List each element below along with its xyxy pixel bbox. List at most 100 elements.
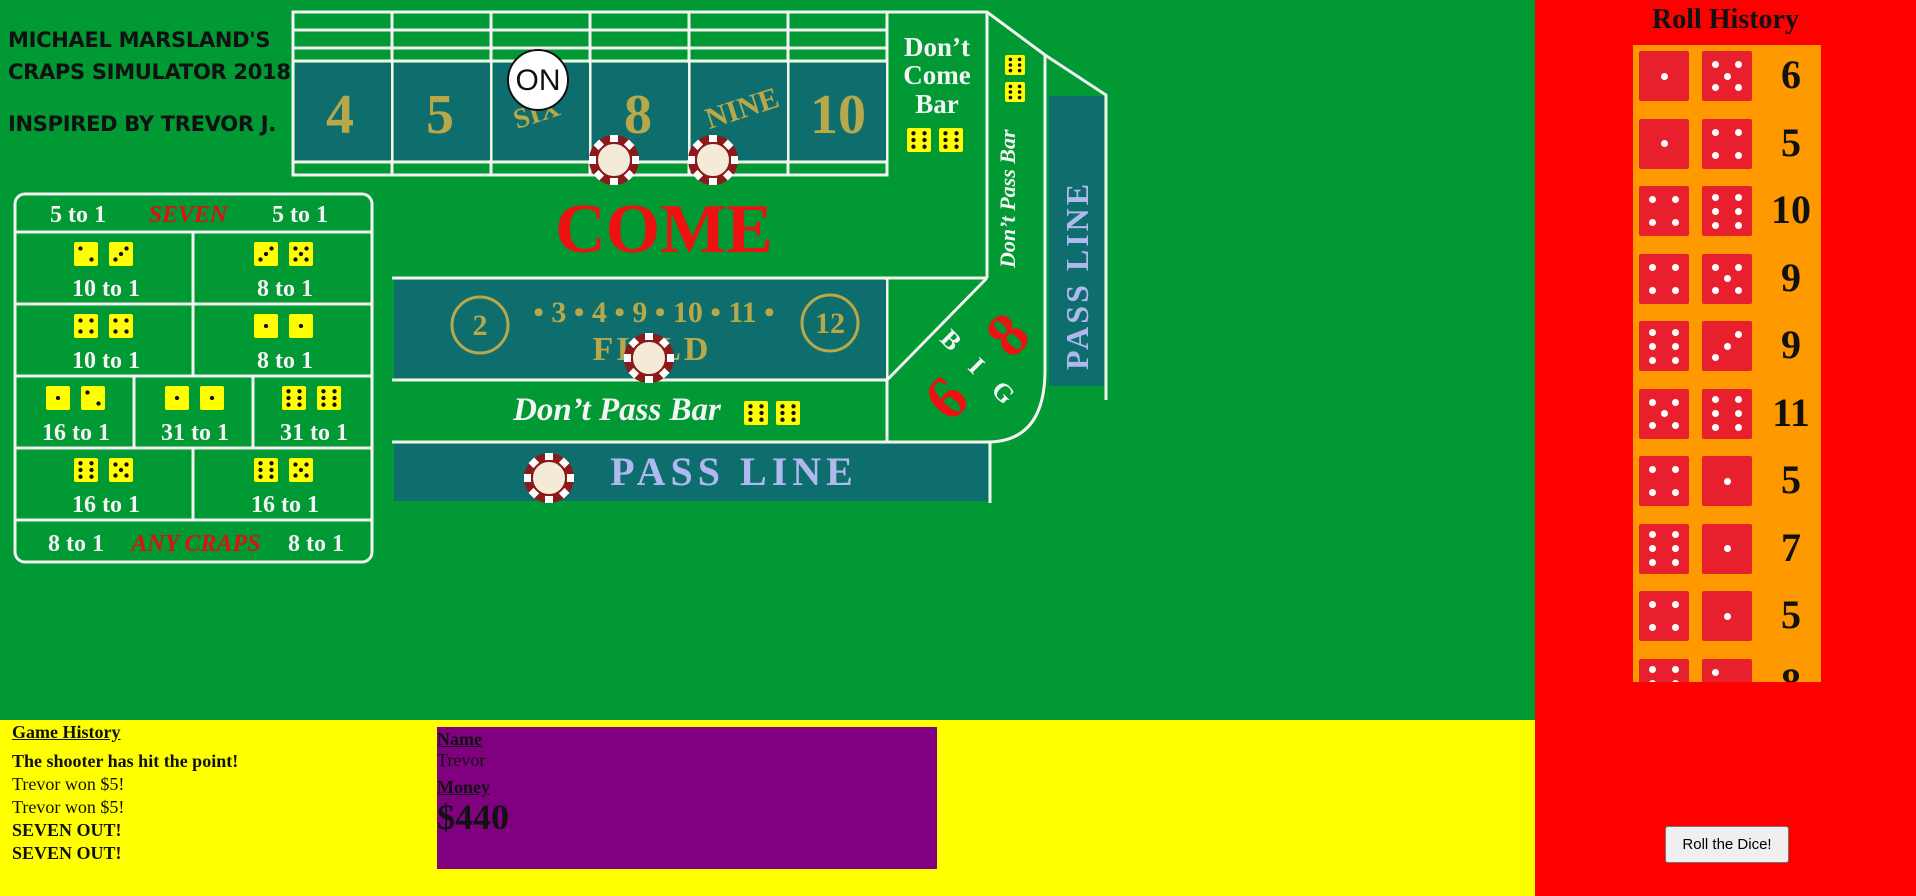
roll-total: 5 xyxy=(1781,119,1801,165)
hard8-odds: 8 to 1 xyxy=(257,276,313,302)
dont-pass-bar-vertical-label[interactable]: Don’t Pass Bar xyxy=(995,129,1020,269)
field-number-12: 12 xyxy=(815,307,845,340)
roll-history-row: 9 xyxy=(1633,248,1821,315)
prop-table-frame xyxy=(13,192,374,564)
seven-odds-left: 5 to 1 xyxy=(50,202,106,228)
die-face-4 xyxy=(1702,118,1752,169)
game-history-line: Trevor won $5! xyxy=(12,797,125,817)
hard4-odds: 10 to 1 xyxy=(72,348,140,374)
chip-come-6[interactable] xyxy=(589,135,639,185)
chip-come-9[interactable] xyxy=(688,135,738,185)
yellow-die-1 xyxy=(200,386,224,410)
on-puck: ON xyxy=(507,49,569,111)
roll-history-row: 10 xyxy=(1633,180,1821,247)
game-history-title: Game History xyxy=(12,722,121,742)
die-face-6 xyxy=(1702,388,1752,439)
roll-total: 7 xyxy=(1781,524,1801,570)
app-title: MICHAEL MARSLAND'S CRAPS SIMULATOR 2018 … xyxy=(8,24,291,140)
die-face-4 xyxy=(1639,186,1689,236)
yellow-die-3 xyxy=(254,242,278,266)
craps-odds-left: 8 to 1 xyxy=(48,531,104,557)
die-face-5 xyxy=(1702,51,1752,101)
roll-history-row: 7 xyxy=(1633,518,1821,585)
player-money: $440 xyxy=(437,797,509,837)
roll-dice-button[interactable]: Roll the Dice! xyxy=(1665,826,1789,863)
title-line-3: INSPIRED BY TREVOR J. xyxy=(8,112,276,136)
seven-label[interactable]: SEVEN xyxy=(149,202,229,228)
yellow-die-1 xyxy=(165,386,189,410)
dont-come-label-3: Bar xyxy=(915,89,959,119)
pass-line-vertical-box[interactable] xyxy=(1049,96,1104,386)
yellow-die-6 xyxy=(317,386,341,410)
point-box-5[interactable] xyxy=(394,63,490,160)
player-name: Trevor xyxy=(437,750,486,770)
game-history: Game History The shooter has hit the poi… xyxy=(12,720,238,865)
yellow-die-1 xyxy=(46,386,70,410)
hard6-odds: 8 to 1 xyxy=(257,348,313,374)
dont-come-bar[interactable]: Don’t Come Bar xyxy=(903,32,970,119)
point-label-5: 5 xyxy=(426,84,454,146)
title-line-1: MICHAEL MARSLAND'S xyxy=(8,28,271,52)
pass-line-box[interactable] xyxy=(394,444,988,501)
yellow-die-6 xyxy=(74,458,98,482)
yellow-die-1 xyxy=(289,314,313,338)
name-label: Name xyxy=(437,729,482,749)
yellow-die-6 xyxy=(1005,82,1025,102)
game-history-line: SEVEN OUT! xyxy=(12,820,122,840)
point-box-10[interactable] xyxy=(790,63,886,160)
pass-line-label[interactable]: PASS LINE xyxy=(610,449,858,494)
yellow-die-6 xyxy=(907,128,931,152)
field-numbers: • 3 • 4 • 9 • 10 • 11 • xyxy=(533,296,774,329)
yo-odds-a: 16 to 1 xyxy=(72,492,140,518)
aces-odds: 31 to 1 xyxy=(161,420,229,446)
yellow-die-2 xyxy=(74,242,98,266)
yellow-die-1 xyxy=(254,314,278,338)
chip-pass-line[interactable] xyxy=(524,453,574,503)
field-circle-12 xyxy=(800,293,860,353)
craps-board: 4 5 SIX 8 NINE 10 Don’t Come Bar COME 2 … xyxy=(13,10,1108,564)
roll-total: 9 xyxy=(1781,254,1801,300)
hard10-odds: 10 to 1 xyxy=(72,276,140,302)
any-craps-label[interactable]: ANY CRAPS xyxy=(129,531,260,557)
point-label-4: 4 xyxy=(326,84,354,146)
yellow-die-6 xyxy=(282,386,306,410)
yellow-die-5 xyxy=(289,242,313,266)
field-number-2: 2 xyxy=(473,309,488,342)
die-face-6 xyxy=(1639,523,1689,574)
yellow-die-4 xyxy=(109,314,133,338)
die-face-5 xyxy=(1702,253,1752,304)
die-face-1 xyxy=(1639,51,1689,101)
roll-history-row: 5 xyxy=(1633,113,1821,180)
come-label[interactable]: COME xyxy=(555,191,773,268)
roll-total: 9 xyxy=(1781,322,1801,367)
roll-history-list[interactable]: 6 5 10 9 9 11 5 7 5 8 xyxy=(1633,45,1821,682)
dont-come-label-1: Don’t xyxy=(904,32,970,62)
roll-total: 8 xyxy=(1781,659,1801,683)
seven-odds-right: 5 to 1 xyxy=(272,202,328,228)
die-face-2 xyxy=(1702,658,1752,682)
yellow-die-6 xyxy=(744,401,768,425)
puck-label: ON xyxy=(516,64,561,97)
yellow-die-6 xyxy=(776,401,800,425)
money-label: Money xyxy=(437,777,490,797)
die-face-6 xyxy=(1639,658,1689,682)
point-label-10: 10 xyxy=(810,84,866,146)
ace-deuce-odds: 16 to 1 xyxy=(42,420,110,446)
roll-total: 11 xyxy=(1772,389,1810,435)
die-face-4 xyxy=(1639,591,1689,641)
yellow-die-6 xyxy=(939,128,963,152)
die-face-1 xyxy=(1702,523,1752,574)
point-box-4[interactable] xyxy=(295,63,391,160)
die-face-4 xyxy=(1639,253,1689,304)
die-face-1 xyxy=(1702,456,1752,506)
roll-history-panel: Roll History 6 5 10 9 9 11 5 7 5 8 Roll the Dice! xyxy=(1535,0,1916,896)
pass-line-vertical-label[interactable]: PASS LINE xyxy=(1059,181,1095,370)
chip-field[interactable] xyxy=(624,333,674,383)
yellow-die-6 xyxy=(1005,55,1025,75)
roll-history-title: Roll History xyxy=(1652,4,1799,35)
dont-pass-bar-label[interactable]: Don’t Pass Bar xyxy=(512,392,722,428)
die-face-4 xyxy=(1639,456,1689,506)
game-history-lines: The shooter has hit the point! Trevor won… xyxy=(12,750,238,865)
roll-history-row: 9 xyxy=(1633,315,1821,382)
yo-odds-b: 16 to 1 xyxy=(251,492,319,518)
